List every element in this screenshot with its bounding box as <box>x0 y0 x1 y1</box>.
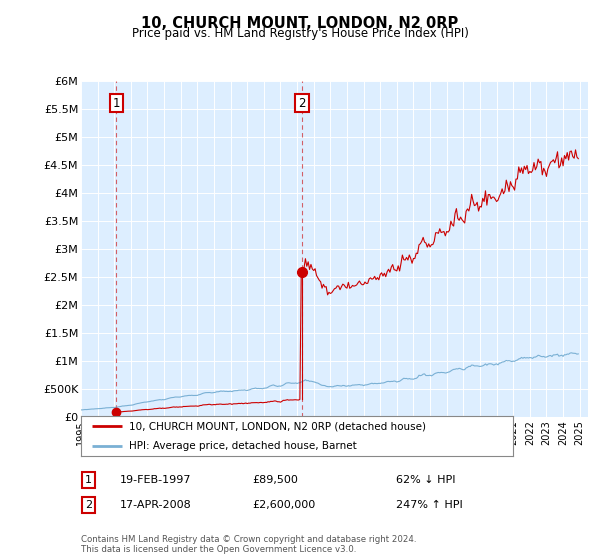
Text: 1: 1 <box>112 96 120 110</box>
Text: 62% ↓ HPI: 62% ↓ HPI <box>396 475 455 485</box>
Text: 2: 2 <box>85 500 92 510</box>
Text: 10, CHURCH MOUNT, LONDON, N2 0RP (detached house): 10, CHURCH MOUNT, LONDON, N2 0RP (detach… <box>128 422 425 432</box>
Text: 1: 1 <box>85 475 92 485</box>
Text: £89,500: £89,500 <box>252 475 298 485</box>
Text: £2,600,000: £2,600,000 <box>252 500 315 510</box>
Text: Contains HM Land Registry data © Crown copyright and database right 2024.
This d: Contains HM Land Registry data © Crown c… <box>81 535 416 554</box>
Text: 10, CHURCH MOUNT, LONDON, N2 0RP: 10, CHURCH MOUNT, LONDON, N2 0RP <box>142 16 458 31</box>
Text: HPI: Average price, detached house, Barnet: HPI: Average price, detached house, Barn… <box>128 441 356 451</box>
Text: 19-FEB-1997: 19-FEB-1997 <box>120 475 191 485</box>
Text: 17-APR-2008: 17-APR-2008 <box>120 500 192 510</box>
Text: 247% ↑ HPI: 247% ↑ HPI <box>396 500 463 510</box>
Text: 2: 2 <box>298 96 305 110</box>
Text: Price paid vs. HM Land Registry's House Price Index (HPI): Price paid vs. HM Land Registry's House … <box>131 27 469 40</box>
